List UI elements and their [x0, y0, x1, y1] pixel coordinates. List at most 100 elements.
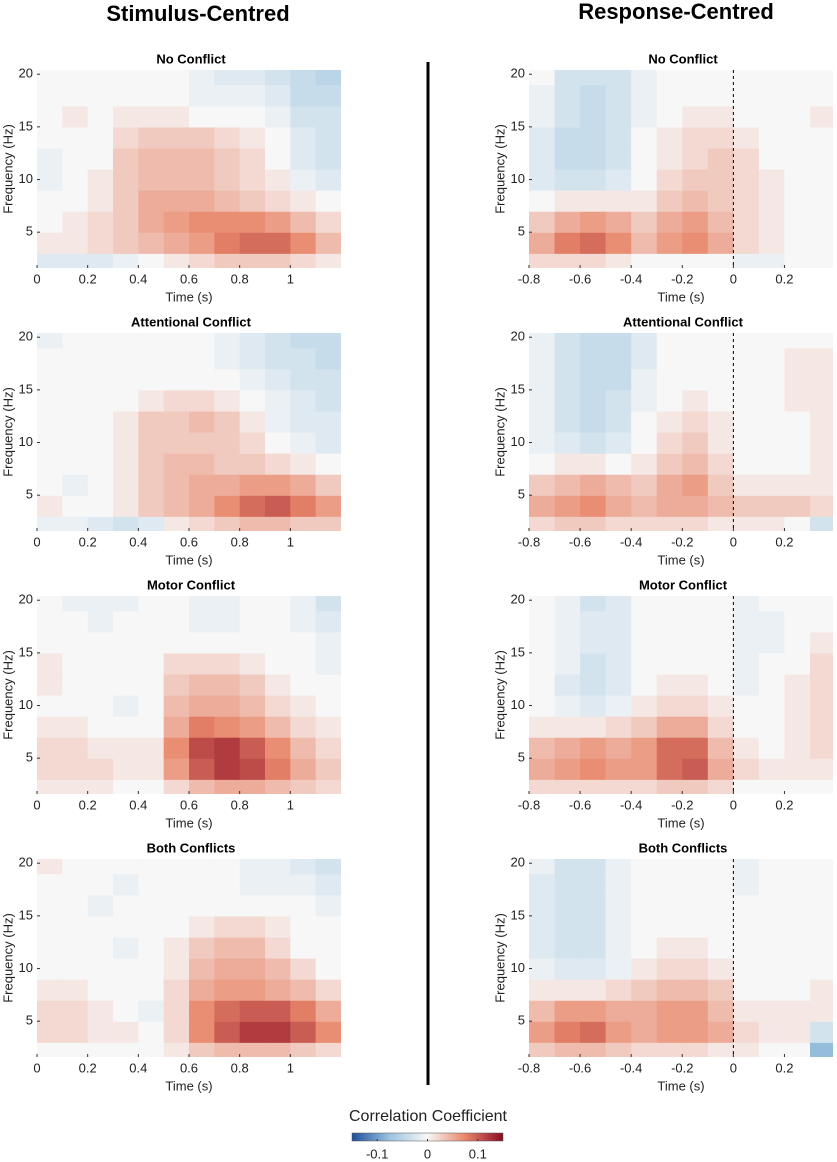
heatmap-cell	[37, 716, 63, 738]
heatmap-cell	[189, 368, 215, 391]
heatmap-cell	[580, 389, 607, 412]
heatmap-cell	[784, 410, 811, 433]
heatmap-cell	[214, 1042, 241, 1057]
y-tick-label: 10	[19, 434, 33, 449]
heatmap-cell	[113, 190, 139, 212]
heatmap-cell	[189, 915, 215, 938]
heatmap-cell	[656, 758, 683, 780]
heatmap-cell	[214, 610, 241, 633]
heatmap-cell	[580, 70, 607, 86]
heatmap-cell	[138, 596, 165, 612]
heatmap-cell	[810, 84, 833, 107]
heatmap-cell	[682, 105, 709, 128]
heatmap-cell	[113, 1042, 139, 1057]
heatmap-cell	[290, 368, 317, 391]
heatmap-cell	[733, 652, 760, 675]
heatmap-cell	[733, 453, 760, 475]
heatmap-cell	[554, 211, 581, 233]
heatmap-cell	[163, 432, 190, 454]
y-tick-label: 15	[19, 907, 33, 922]
heatmap-cell	[784, 758, 811, 780]
heatmap-cell	[214, 253, 241, 268]
heatmap-cell	[554, 432, 581, 454]
heatmap-cell	[37, 1000, 63, 1022]
heatmap-cell	[290, 936, 317, 959]
heatmap-cell	[529, 873, 556, 896]
heatmap-cell	[62, 253, 89, 268]
heatmap-cell	[265, 1042, 291, 1057]
heatmap-cell	[290, 673, 317, 696]
heatmap-cell	[62, 84, 89, 107]
heatmap-cell	[554, 1042, 581, 1057]
heatmap-cell	[265, 147, 291, 170]
heatmap-cell	[189, 474, 215, 496]
column-header: Stimulus-Centred	[106, 1, 289, 26]
heatmap-cell	[707, 495, 734, 517]
heatmap-cell	[315, 333, 341, 349]
heatmap-cell	[138, 758, 165, 780]
heatmap-cell	[87, 432, 114, 454]
heatmap-cell	[554, 516, 581, 531]
x-tick-label: 0.2	[79, 797, 97, 812]
heatmap-cell	[707, 169, 734, 191]
heatmap-cell	[580, 758, 607, 780]
heatmap-cell	[239, 673, 266, 696]
heatmap-cell	[163, 453, 190, 475]
heatmap-cell	[290, 1042, 317, 1057]
heatmap-cell	[631, 894, 658, 917]
heatmap-cell	[113, 169, 139, 191]
y-tick-label: 20	[511, 329, 525, 344]
heatmap-cell	[682, 432, 709, 454]
heatmap-cell	[163, 169, 190, 191]
heatmap-cell	[265, 1021, 291, 1043]
heatmap-cell	[214, 432, 241, 454]
heatmap-cell	[580, 368, 607, 391]
heatmap-cell	[214, 516, 241, 531]
heatmap-cell	[163, 516, 190, 531]
x-tick-label: 0	[730, 1060, 737, 1075]
heatmap-cell	[784, 516, 811, 531]
heatmap-cell	[554, 596, 581, 612]
heatmap-cell	[265, 652, 291, 675]
heatmap-cell	[682, 211, 709, 233]
heatmap-cell	[605, 894, 632, 917]
heatmap-cell	[113, 147, 139, 170]
heatmap-cell	[707, 695, 734, 717]
heatmap-cell	[290, 147, 317, 170]
heatmap-cell	[529, 70, 556, 86]
heatmap-cell	[784, 1021, 811, 1043]
heatmap-cell	[707, 105, 734, 128]
y-tick-label: 20	[511, 66, 525, 81]
heatmap-cell	[290, 758, 317, 780]
heatmap-cell	[631, 232, 658, 254]
heatmap-cell	[87, 894, 114, 917]
heatmap-cell	[605, 716, 632, 738]
x-tick-label: 0.2	[775, 797, 793, 812]
colorbar-tick-label: 0	[424, 1146, 431, 1161]
heatmap-cell	[62, 410, 89, 433]
heatmap-cell	[214, 631, 241, 654]
y-tick-label: 5	[26, 487, 33, 502]
heatmap-cell	[315, 70, 341, 86]
heatmap-cell	[315, 368, 341, 391]
x-tick-label: -0.4	[620, 534, 642, 549]
heatmap-cell	[37, 859, 63, 875]
heatmap-cell	[290, 389, 317, 412]
heatmap-cell	[810, 495, 833, 517]
heatmap-cell	[682, 453, 709, 475]
heatmap-cell	[631, 453, 658, 475]
heatmap-cell	[265, 410, 291, 433]
heatmap	[529, 333, 833, 531]
heatmap-cell	[290, 1021, 317, 1043]
heatmap-cell	[163, 1021, 190, 1043]
heatmap-cell	[138, 631, 165, 654]
heatmap-cell	[62, 936, 89, 959]
heatmap-cell	[605, 453, 632, 475]
heatmap-cell	[239, 147, 266, 170]
heatmap-cell	[580, 147, 607, 170]
heatmap-cell	[87, 147, 114, 170]
heatmap-cell	[315, 915, 341, 938]
heatmap-cell	[631, 190, 658, 212]
heatmap-cell	[37, 410, 63, 433]
heatmap-cell	[784, 211, 811, 233]
